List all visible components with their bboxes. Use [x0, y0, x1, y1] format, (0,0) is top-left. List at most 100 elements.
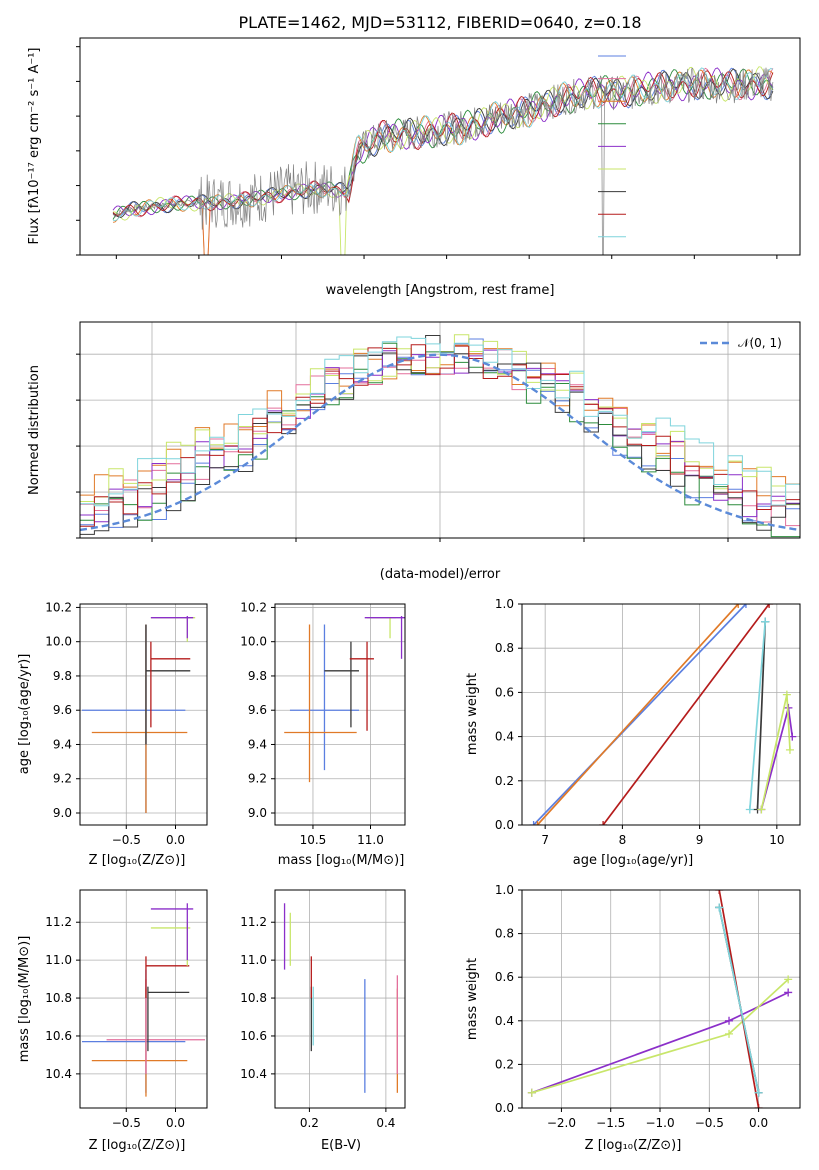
spectrum-panel: wavelength [Angstrom, rest frame] Flux [… — [27, 37, 801, 298]
p6-y-tick-label: 10.8 — [45, 991, 72, 1005]
weight-marker — [785, 745, 794, 754]
spectrum-xlabel: wavelength [Angstrom, rest frame] — [326, 283, 555, 298]
weight-marker — [533, 821, 542, 825]
p5-y-tick-label: 0.8 — [495, 641, 514, 655]
p7-y-tick-label: 11.0 — [240, 953, 267, 967]
weight-marker — [599, 821, 608, 825]
p8-axes-frame — [521, 889, 801, 1109]
z-weight-panel: −2.0 −1.5 −1.0 −0.5 0.0 0.0 0.2 0.4 0.6 0.8 1.0 — [495, 883, 801, 1130]
p5-x-tick-label: 8 — [619, 833, 627, 847]
weight-marker — [527, 1088, 536, 1097]
spectrum-model-line — [112, 67, 774, 222]
p4-y-tick-label: 9.2 — [248, 772, 267, 786]
spectrum-model-line — [112, 70, 774, 217]
p8-x-tick-label: 0.0 — [749, 1116, 768, 1130]
p4-y-tick-label: 9.0 — [248, 806, 267, 820]
residual-histogram — [80, 344, 800, 527]
weight-marker — [741, 604, 750, 608]
p8-y-tick-label: 1.0 — [495, 883, 514, 897]
spectrum-model-line — [112, 68, 774, 218]
p8-marks — [527, 890, 793, 1108]
weight-marker — [725, 1016, 734, 1025]
p4-y-tick-label: 10.2 — [240, 600, 267, 614]
spectrum-legend — [598, 55, 626, 238]
p5-y-tick-label: 0.4 — [495, 730, 514, 744]
p6-marks — [81, 903, 206, 1097]
p3-y-tick-label: 9.2 — [53, 772, 72, 786]
p4-xlabel: mass [log₁₀(M/M⊙)] — [278, 853, 405, 868]
residuals-ylabel: Normed distribution — [27, 365, 42, 495]
gaussian-legend-label: 𝒩(0, 1) — [738, 336, 782, 350]
p8-xlabel: Z [log₁₀(Z/Z⊙)] — [585, 1138, 682, 1153]
p8-x-tick-label: −0.5 — [695, 1116, 724, 1130]
weight-line — [536, 604, 739, 825]
p3-axes-bg — [80, 604, 207, 825]
weight-marker — [757, 805, 766, 814]
p5-axes-frame — [521, 603, 801, 826]
weight-marker — [754, 1088, 763, 1097]
p7-y-tick-label: 10.6 — [240, 1029, 267, 1043]
p8-y-tick-label: 0.0 — [495, 1101, 514, 1115]
p5-x-tick-label: 9 — [696, 833, 704, 847]
weight-marker — [784, 975, 793, 984]
p8-x-tick-label: −2.0 — [547, 1116, 576, 1130]
p3-y-tick-label: 9.4 — [53, 737, 72, 751]
p7-x-tick-label: 0.2 — [300, 1116, 319, 1130]
p6-x-tick-label: 0.0 — [166, 1116, 185, 1130]
p5-y-tick-label: 1.0 — [495, 597, 514, 611]
p8-y-tick-label: 0.2 — [495, 1057, 514, 1071]
residual-histogram — [80, 334, 800, 506]
p8-y-tick-label: 0.8 — [495, 927, 514, 941]
ebv-mass-panel: 0.2 0.4 10.4 10.6 10.8 11.0 11.2 — [240, 889, 406, 1130]
p8-y-tick-label: 0.6 — [495, 970, 514, 984]
p5-x-tick-label: 10 — [769, 833, 784, 847]
p8-y-tick-label: 0.4 — [495, 1014, 514, 1028]
p5-y-tick-label: 0.6 — [495, 685, 514, 699]
weight-line — [718, 907, 760, 1093]
p6-x-tick-label: −0.5 — [112, 1116, 141, 1130]
p5-y-tick-label: 0.0 — [495, 818, 514, 832]
p8-x-tick-label: −1.0 — [645, 1116, 674, 1130]
p7-x-tick-label: 0.4 — [376, 1116, 395, 1130]
weight-line — [602, 604, 770, 825]
p5-x-tick-label: 7 — [541, 833, 549, 847]
age-weight-panel: 7 8 9 10 0.0 0.2 0.4 0.6 0.8 1.0 — [495, 597, 801, 847]
p3-ylabel: age [log₁₀(age/yr)] — [17, 654, 32, 775]
p3-x-tick-label: 0.0 — [166, 833, 185, 847]
p3-y-tick-label: 10.0 — [45, 635, 72, 649]
p7-xlabel: E(B-V) — [321, 1138, 361, 1153]
p3-xlabel: Z [log₁₀(Z/Z⊙)] — [89, 853, 186, 868]
p6-y-tick-label: 11.2 — [45, 915, 72, 929]
weight-line — [756, 621, 767, 810]
residuals-histograms — [80, 334, 800, 538]
weight-marker — [715, 890, 724, 894]
p4-axes-bg — [275, 604, 405, 825]
p6-y-tick-label: 10.6 — [45, 1029, 72, 1043]
p4-marks — [284, 615, 405, 783]
figure-title: PLATE=1462, MJD=53112, FIBERID=0640, z=0… — [238, 13, 641, 32]
mass-age-panel: 10.5 11.0 9.0 9.2 9.4 9.6 9.8 10.0 10.2 — [240, 600, 406, 847]
gaussian-curve — [79, 353, 801, 532]
spectrum-ylabel: Flux [fλ10⁻¹⁷ erg cm⁻² s⁻¹ A⁻¹] — [27, 48, 42, 245]
p5-xlabel: age [log₁₀(age/yr)] — [573, 853, 694, 868]
p7-y-tick-label: 10.8 — [240, 991, 267, 1005]
p3-marks — [81, 615, 196, 814]
p4-x-tick-label: 10.5 — [300, 833, 327, 847]
spectrum-axes-bg — [80, 38, 800, 255]
residuals-legend: 𝒩(0, 1) — [700, 336, 782, 350]
weight-marker — [715, 903, 724, 912]
spectrum-lines — [112, 66, 774, 255]
weight-marker — [754, 1104, 763, 1108]
weight-line — [532, 604, 747, 825]
p3-axes-frame — [79, 603, 208, 826]
p3-y-tick-label: 9.8 — [53, 669, 72, 683]
weight-marker — [725, 1029, 734, 1038]
weight-line — [748, 621, 767, 810]
p7-y-tick-label: 10.4 — [240, 1067, 267, 1081]
p6-y-tick-label: 11.0 — [45, 953, 72, 967]
residuals-panel: 𝒩(0, 1) (data-model)/error Normed distri… — [27, 321, 801, 582]
p7-axes-frame — [274, 889, 406, 1109]
z-age-panel: −0.5 0.0 9.0 9.2 9.4 9.6 9.8 10.0 10.2 — [45, 600, 208, 847]
p3-x-tick-label: −0.5 — [112, 833, 141, 847]
